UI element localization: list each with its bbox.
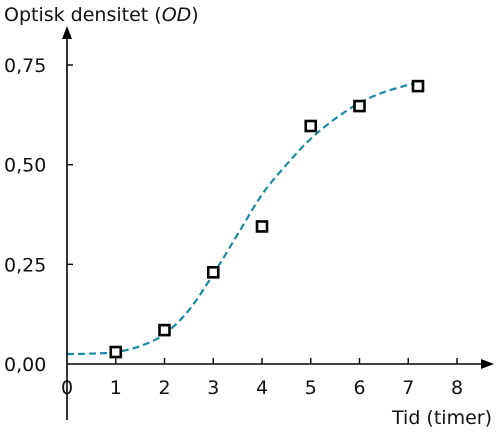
ticks: 0 1 2 3 4 5 6 7 8 0,00 0,25 0,50 0,75 (4, 55, 463, 399)
data-point-marker (353, 99, 366, 113)
y-axis-title-prefix: Optisk densitet ( (4, 4, 162, 26)
data-point-marker (206, 266, 220, 279)
y-axis-title-suffix: ) (191, 4, 198, 26)
axes (62, 26, 494, 420)
y-axis-arrowhead (62, 26, 72, 39)
data-point-marker (109, 345, 123, 359)
x-tick-label: 8 (451, 377, 463, 399)
data-point-marker (158, 323, 171, 337)
x-axis-arrowhead (481, 359, 494, 369)
fit-curve-layer (66, 82, 414, 356)
y-tick-label: 0,50 (4, 155, 46, 177)
x-tick-label: 5 (305, 377, 317, 399)
x-axis-title: Tid (timer) (391, 407, 492, 429)
x-tick-label: 1 (110, 377, 122, 399)
fitted-growth-curve (66, 82, 414, 356)
x-tick-label: 2 (158, 377, 170, 399)
data-point-marker (255, 220, 269, 233)
data-points (109, 79, 425, 359)
y-axis-title: Optisk densitet (OD) (4, 4, 199, 26)
x-tick-label: 0 (61, 377, 73, 399)
x-tick-label: 6 (353, 377, 365, 399)
y-axis-title-italic: OD (162, 4, 192, 26)
x-tick-label: 7 (402, 377, 414, 399)
data-point-marker (411, 79, 425, 93)
x-tick-label: 3 (207, 377, 219, 399)
x-tick-label: 4 (256, 377, 268, 399)
y-tick-label: 0,25 (4, 254, 46, 276)
y-tick-label: 0,00 (4, 354, 46, 376)
data-point-marker (304, 119, 318, 133)
y-tick-label: 0,75 (4, 55, 46, 77)
